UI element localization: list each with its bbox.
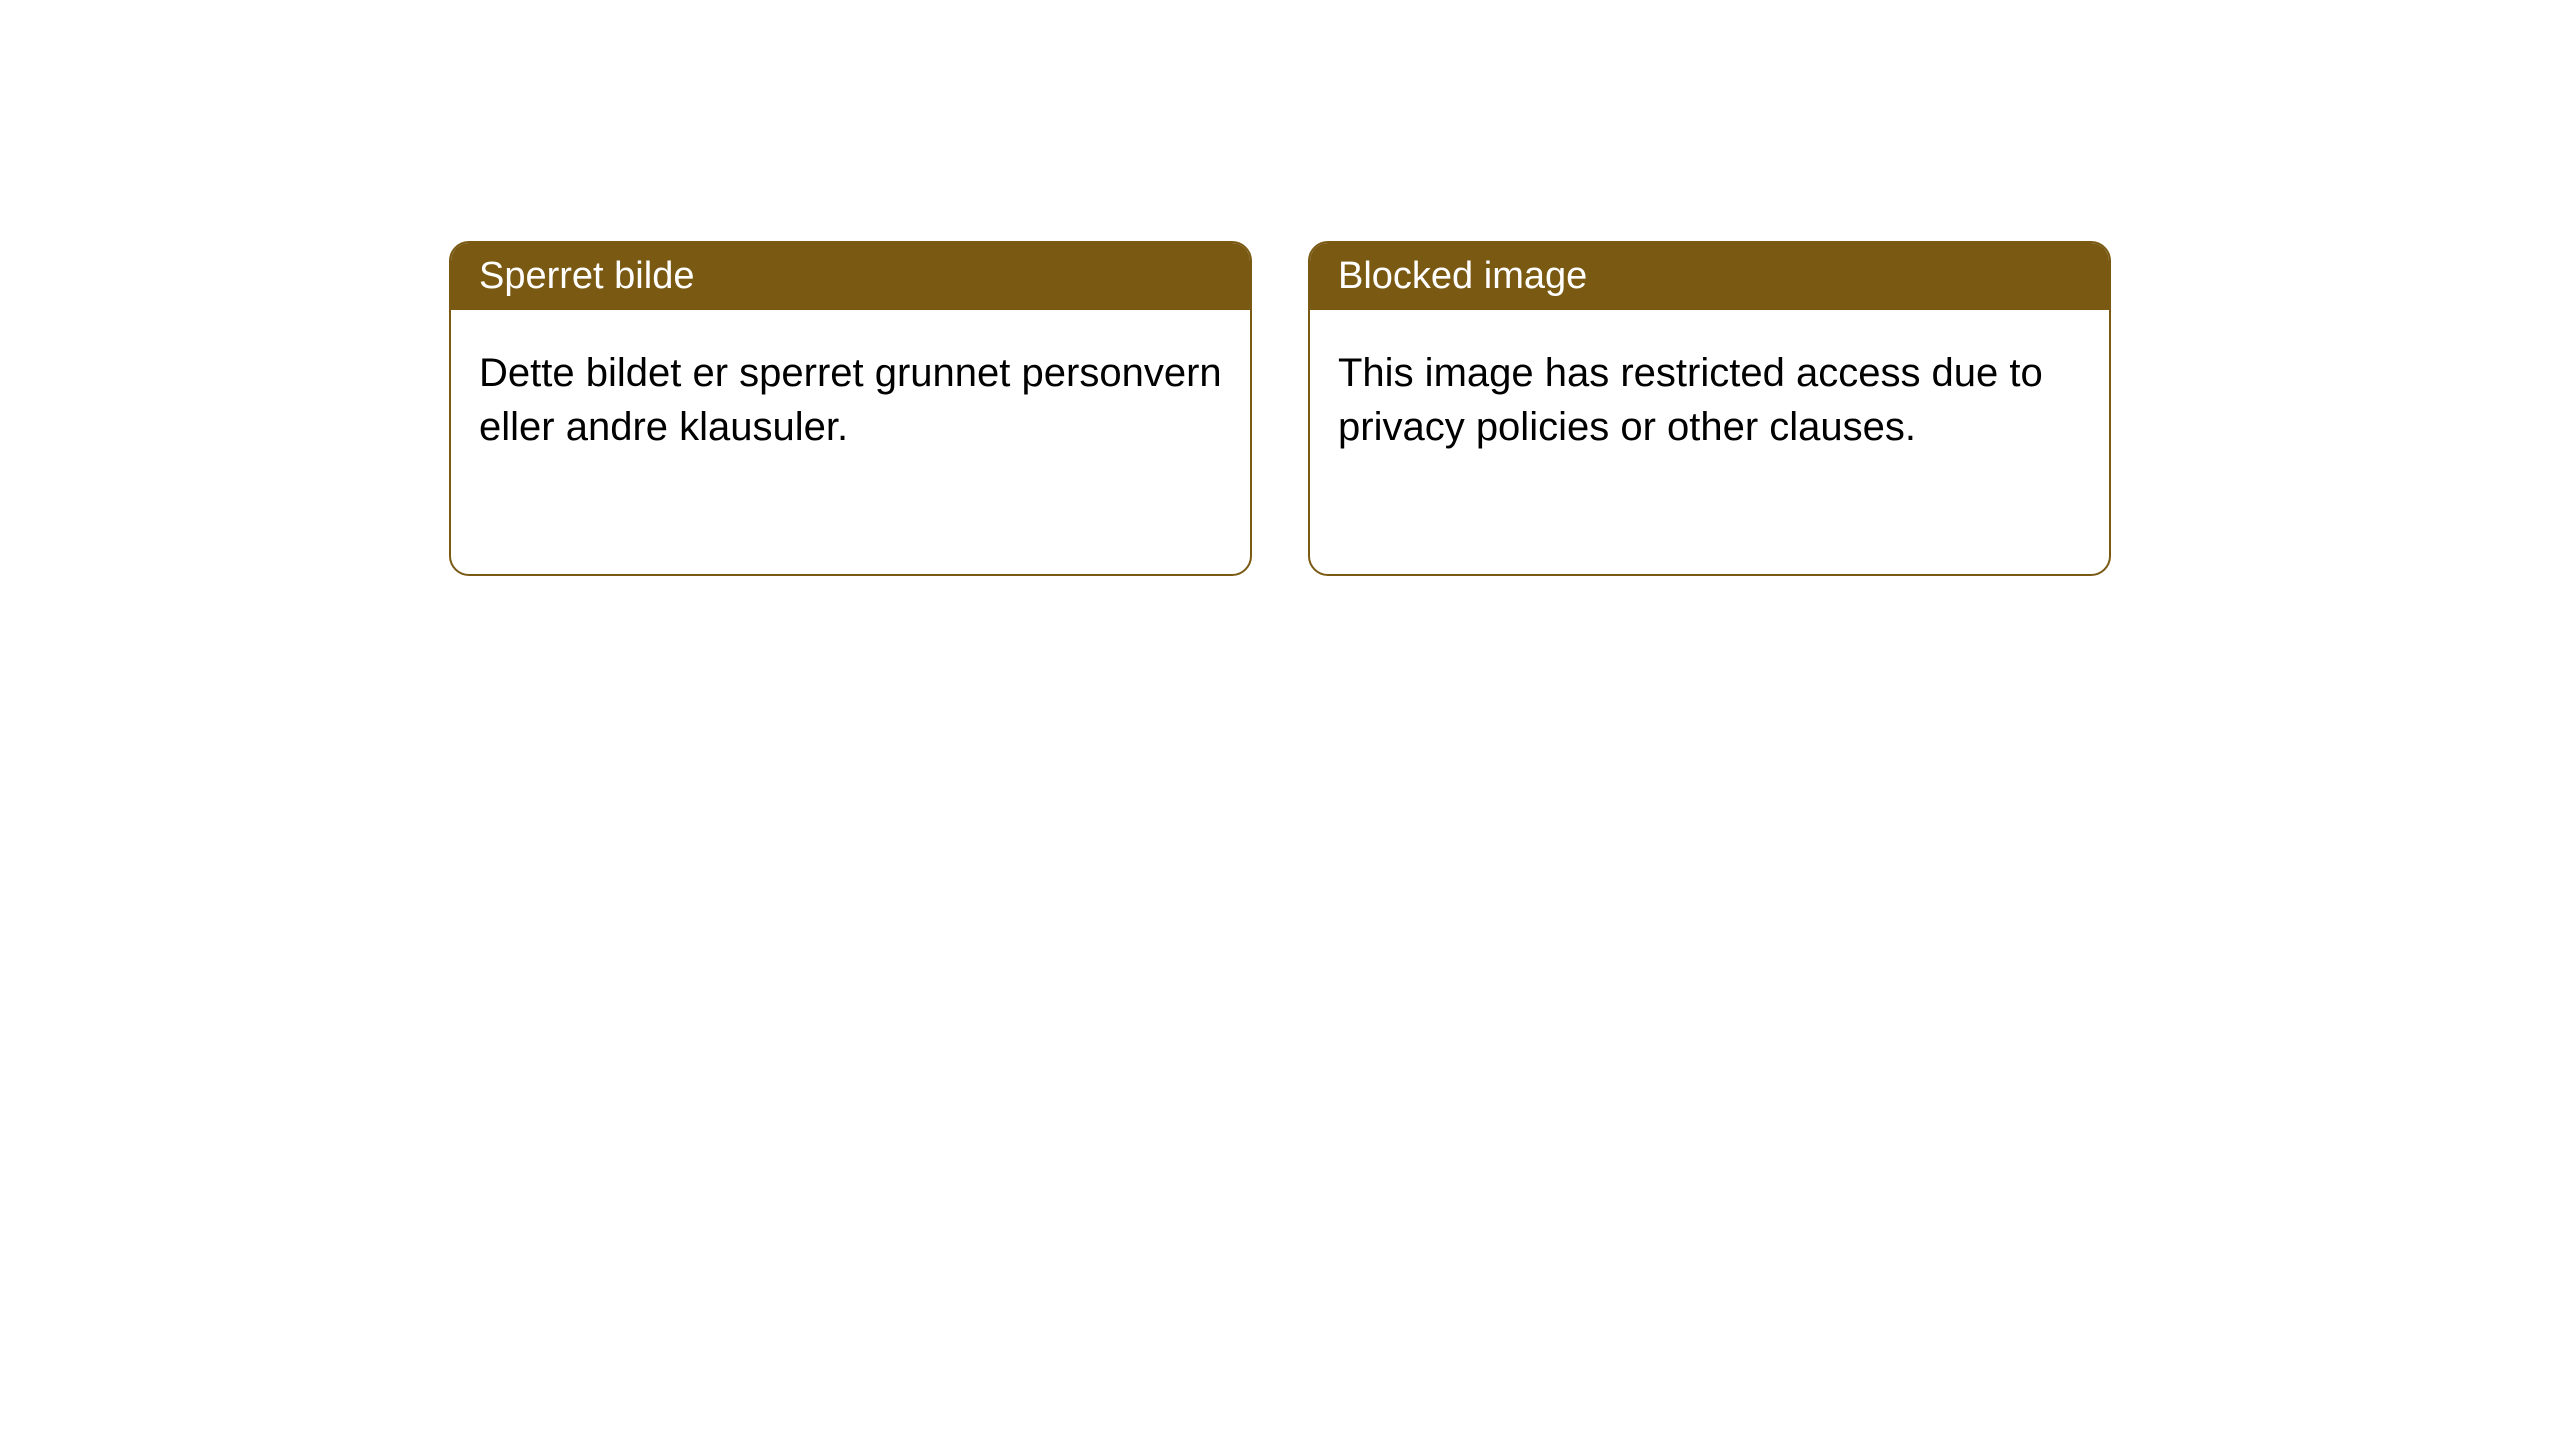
card-header: Sperret bilde bbox=[451, 243, 1250, 310]
notice-cards-container: Sperret bilde Dette bildet er sperret gr… bbox=[449, 241, 2111, 576]
card-header: Blocked image bbox=[1310, 243, 2109, 310]
card-body: This image has restricted access due to … bbox=[1310, 310, 2109, 490]
card-body: Dette bildet er sperret grunnet personve… bbox=[451, 310, 1250, 490]
notice-card-english: Blocked image This image has restricted … bbox=[1308, 241, 2111, 576]
notice-card-norwegian: Sperret bilde Dette bildet er sperret gr… bbox=[449, 241, 1252, 576]
